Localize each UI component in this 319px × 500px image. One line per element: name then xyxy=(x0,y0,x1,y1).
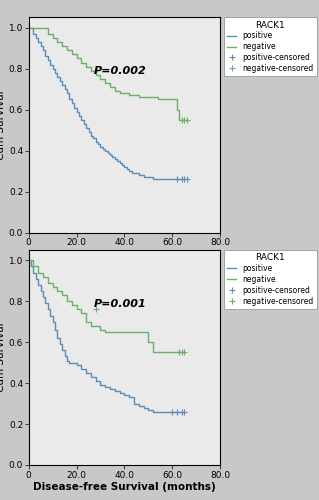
positive xyxy=(27,257,31,263)
Text: P=0.002: P=0.002 xyxy=(94,66,147,76)
Legend: positive, negative, positive-censored, negative-censored: positive, negative, positive-censored, n… xyxy=(224,18,316,76)
Y-axis label: Cum Survival: Cum Survival xyxy=(0,322,6,392)
positive xyxy=(72,104,76,110)
Y-axis label: Cum Survival: Cum Survival xyxy=(0,90,6,160)
positive xyxy=(101,144,105,150)
positive xyxy=(65,90,69,96)
negative xyxy=(108,84,112,90)
X-axis label: Overall Survival (months): Overall Survival (months) xyxy=(49,250,200,260)
positive xyxy=(182,409,186,415)
positive xyxy=(27,24,31,30)
Point xyxy=(179,408,184,416)
positive xyxy=(58,341,62,347)
positive xyxy=(84,370,88,376)
Line: positive: positive xyxy=(29,260,184,412)
negative xyxy=(182,350,186,356)
negative xyxy=(151,350,155,356)
positive xyxy=(43,300,47,306)
Line: negative: negative xyxy=(29,28,187,120)
Point xyxy=(174,408,180,416)
Point xyxy=(182,176,187,184)
negative xyxy=(180,117,184,123)
Legend: positive, negative, positive-censored, negative-censored: positive, negative, positive-censored, n… xyxy=(224,250,316,308)
negative xyxy=(27,24,31,30)
negative xyxy=(94,323,98,329)
negative xyxy=(27,257,31,263)
negative xyxy=(51,284,55,290)
negative xyxy=(46,280,50,286)
negative xyxy=(177,117,181,123)
negative xyxy=(103,76,107,82)
Point xyxy=(177,348,182,356)
positive xyxy=(99,144,102,150)
positive xyxy=(182,176,186,182)
Point xyxy=(182,116,187,124)
positive xyxy=(63,348,66,354)
negative xyxy=(185,117,189,123)
positive xyxy=(39,43,43,49)
positive xyxy=(115,156,119,162)
Line: positive: positive xyxy=(29,28,184,180)
Point xyxy=(182,348,187,356)
negative xyxy=(56,39,59,45)
negative xyxy=(175,350,179,356)
negative xyxy=(146,339,150,345)
positive xyxy=(151,409,155,415)
negative xyxy=(60,43,64,49)
Point xyxy=(179,116,184,124)
Point xyxy=(184,176,189,184)
Point xyxy=(184,116,189,124)
Point xyxy=(182,408,187,416)
Point xyxy=(179,176,184,184)
Point xyxy=(179,348,184,356)
positive xyxy=(151,176,155,182)
Point xyxy=(170,408,175,416)
Point xyxy=(93,306,98,314)
Text: P=0.001: P=0.001 xyxy=(94,298,147,308)
X-axis label: Disease-free Survival (months): Disease-free Survival (months) xyxy=(33,482,216,492)
Line: negative: negative xyxy=(29,260,184,352)
negative xyxy=(156,96,160,102)
positive xyxy=(175,409,179,415)
negative xyxy=(99,327,102,333)
positive xyxy=(58,335,62,341)
Point xyxy=(174,176,180,184)
